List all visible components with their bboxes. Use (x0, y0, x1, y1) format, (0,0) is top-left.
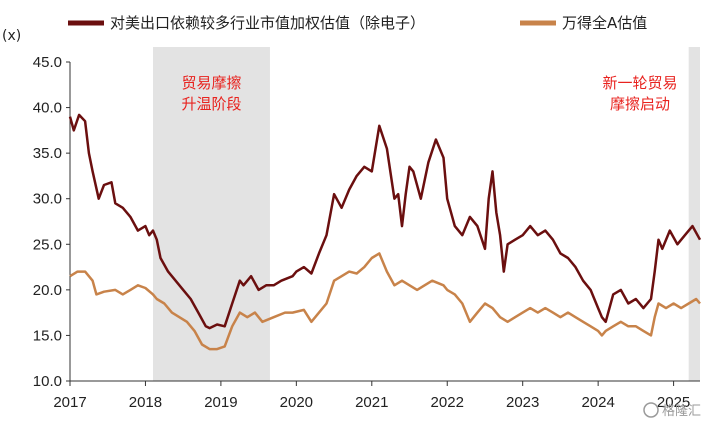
series-line-2 (69, 252, 701, 351)
watermark: 格隆汇 (643, 402, 701, 419)
annotation-text: 新一轮贸易 (602, 74, 677, 92)
y-tick-label: 45.0 (33, 54, 62, 71)
y-tick-label: 10.0 (33, 373, 62, 390)
y-unit-label: (x) (2, 28, 21, 44)
y-tick-label: 25.0 (33, 236, 62, 253)
legend-label-series-1: 对美出口依赖较多行业市值加权估值（除电子） (110, 14, 425, 32)
y-tick-label: 15.0 (33, 327, 62, 344)
shaded-period-1 (152, 47, 270, 381)
annotation-text: 升温阶段 (181, 95, 241, 113)
x-tick-label: 2020 (280, 394, 313, 411)
x-tick-label: 2018 (129, 394, 162, 411)
y-axis: 10.0 15.0 20.0 25.0 30.0 35.0 40.0 45.0 (33, 54, 71, 390)
shaded-period-2 (688, 47, 700, 381)
x-axis: 2017 2018 2019 2020 2021 2022 2023 2024 2025 (53, 380, 700, 411)
series-line-1 (68, 113, 702, 330)
y-tick-label: 30.0 (33, 191, 62, 208)
y-tick-label: 40.0 (33, 100, 62, 117)
y-tick-label: 20.0 (33, 282, 62, 299)
x-tick-label: 2022 (431, 394, 464, 411)
watermark-logo-icon (643, 402, 659, 418)
x-tick-label: 2025 (657, 394, 690, 411)
x-tick-label: 2019 (204, 394, 237, 411)
y-tick-label: 35.0 (33, 145, 62, 162)
x-tick-label: 2024 (581, 394, 614, 411)
watermark-text: 格隆汇 (662, 403, 701, 419)
shaded-periods (152, 47, 700, 381)
legend-label-series-2: 万得全A估值 (562, 14, 647, 32)
x-tick-label: 2017 (53, 394, 86, 411)
x-tick-label: 2021 (355, 394, 388, 411)
series-lines (68, 113, 702, 351)
annotation-text: 摩擦启动 (610, 95, 670, 113)
annotation-text: 贸易摩擦 (181, 74, 241, 92)
x-tick-label: 2023 (506, 394, 539, 411)
legend: 对美出口依赖较多行业市值加权估值（除电子） 万得全A估值 (68, 14, 647, 32)
